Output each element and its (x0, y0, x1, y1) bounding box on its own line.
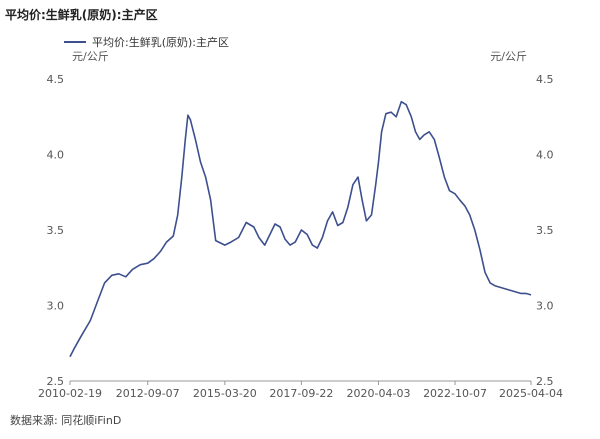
y-tick-label-left: 4.0 (47, 149, 65, 162)
x-tick-label: 2010-02-19 (38, 387, 102, 400)
axes-group (69, 380, 532, 385)
y-tick-label-right: 2.5 (536, 375, 554, 388)
y-tick-label-left: 3.0 (47, 300, 65, 313)
x-tick-label: 2025-04-04 (499, 387, 563, 400)
legend[interactable]: 平均价:生鲜乳(原奶):主产区 (64, 34, 229, 50)
x-tick-label: 2017-09-22 (269, 387, 333, 400)
legend-label: 平均价:生鲜乳(原奶):主产区 (92, 36, 229, 49)
x-tick-label: 2020-04-03 (347, 387, 411, 400)
y-unit-label-right: 元/公斤 (490, 50, 527, 63)
y-unit-label-left: 元/公斤 (72, 50, 109, 63)
data-source-note: 数据来源: 同花顺iFinD (10, 414, 122, 427)
y-tick-label-right: 4.0 (536, 149, 554, 162)
series-group (69, 100, 532, 358)
y-tick-label-left: 4.5 (47, 73, 65, 86)
legend-swatch (64, 41, 86, 43)
x-tick-label: 2022-10-07 (423, 387, 487, 400)
y-tick-label-left: 2.5 (47, 375, 65, 388)
y-tick-label-right: 3.5 (536, 224, 554, 237)
x-tick-label: 2015-03-20 (193, 387, 257, 400)
axis-labels-group: 2010-02-19 2012-09-07 2015-03-20 2017-09-22… (38, 50, 563, 400)
y-tick-label-right: 3.0 (536, 300, 554, 313)
x-tick-label: 2012-09-07 (116, 387, 180, 400)
y-tick-label-left: 3.5 (47, 224, 65, 237)
series-line (69, 100, 532, 358)
chart-title: 平均价:生鲜乳(原奶):主产区 (5, 8, 158, 22)
y-tick-label-right: 4.5 (536, 73, 554, 86)
